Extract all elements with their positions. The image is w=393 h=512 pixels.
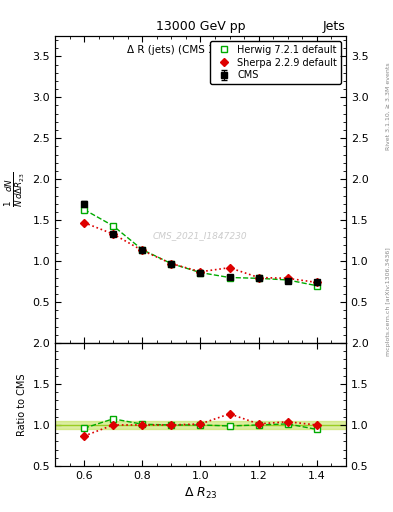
- Herwig 7.2.1 default: [82, 206, 86, 212]
- Sherpa 2.2.9 default: [82, 220, 86, 226]
- Herwig 7.2.1 default: [256, 275, 261, 282]
- Line: Sherpa 2.2.9 default: Sherpa 2.2.9 default: [81, 220, 320, 285]
- Sherpa 2.2.9 default: [198, 269, 203, 275]
- Y-axis label: Ratio to CMS: Ratio to CMS: [17, 373, 27, 436]
- Sherpa 2.2.9 default: [111, 231, 116, 237]
- Bar: [55, 421, 346, 429]
- Sherpa 2.2.9 default: [140, 247, 145, 253]
- Herwig 7.2.1 default: [198, 269, 203, 275]
- Y-axis label: $\frac{1}{N}\frac{dN}{d\Delta R_{23}}$: $\frac{1}{N}\frac{dN}{d\Delta R_{23}}$: [4, 172, 27, 207]
- Line: Herwig 7.2.1 default: Herwig 7.2.1 default: [81, 206, 320, 289]
- Text: Δ R (jets) (CMS 3j and Z+2j): Δ R (jets) (CMS 3j and Z+2j): [127, 45, 274, 55]
- Herwig 7.2.1 default: [285, 277, 290, 283]
- Sherpa 2.2.9 default: [227, 265, 232, 271]
- Sherpa 2.2.9 default: [285, 275, 290, 282]
- Herwig 7.2.1 default: [111, 223, 116, 229]
- Sherpa 2.2.9 default: [256, 274, 261, 281]
- Herwig 7.2.1 default: [314, 283, 319, 289]
- Text: 13000 GeV pp: 13000 GeV pp: [156, 20, 245, 33]
- Sherpa 2.2.9 default: [314, 280, 319, 286]
- Text: mcplots.cern.ch [arXiv:1306.3436]: mcplots.cern.ch [arXiv:1306.3436]: [386, 248, 391, 356]
- Herwig 7.2.1 default: [169, 261, 174, 267]
- Herwig 7.2.1 default: [227, 274, 232, 281]
- Herwig 7.2.1 default: [140, 247, 145, 253]
- X-axis label: $\Delta\ R_{23}$: $\Delta\ R_{23}$: [184, 486, 217, 501]
- Text: Rivet 3.1.10, ≥ 3.3M events: Rivet 3.1.10, ≥ 3.3M events: [386, 62, 391, 150]
- Text: Jets: Jets: [323, 20, 346, 33]
- Text: CMS_2021_I1847230: CMS_2021_I1847230: [153, 231, 248, 240]
- Legend: Herwig 7.2.1 default, Sherpa 2.2.9 default, CMS: Herwig 7.2.1 default, Sherpa 2.2.9 defau…: [210, 40, 341, 84]
- Sherpa 2.2.9 default: [169, 261, 174, 267]
